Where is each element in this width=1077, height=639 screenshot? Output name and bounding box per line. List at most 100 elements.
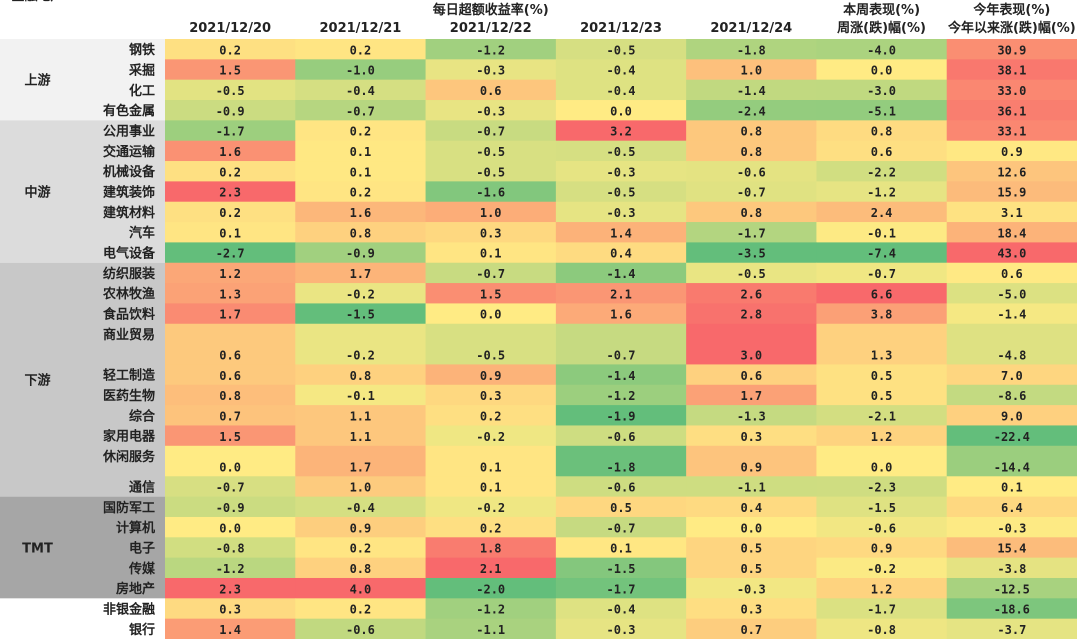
heat-cell: [425, 100, 557, 121]
cell-value: 0.2: [350, 43, 372, 57]
cell-value: -0.7: [346, 104, 375, 118]
heat-cell: [816, 242, 948, 264]
cell-value: -1.5: [867, 501, 896, 515]
cell-value: -2.2: [867, 165, 896, 179]
cell-value: 0.8: [350, 226, 372, 240]
heat-cell: [816, 262, 948, 284]
header-group_week: 本周表现(%): [843, 2, 920, 18]
heat-cell: [165, 140, 296, 162]
heat-cell: [946, 384, 1077, 406]
cell-value: 0.6: [219, 348, 241, 362]
cell-value: 1.6: [350, 206, 372, 220]
cell-value: 1.2: [871, 582, 893, 596]
cell-value: -0.6: [737, 165, 766, 179]
heat-cell: [686, 222, 817, 243]
cell-value: 0.0: [740, 521, 762, 535]
cell-value: 9.0: [1001, 409, 1023, 423]
heat-cell: [165, 59, 296, 81]
group-block: [0, 496, 75, 599]
heat-cell: [165, 618, 296, 639]
heat-cell: [946, 577, 1077, 599]
heat-cell: [425, 445, 557, 477]
heat-cell: [295, 161, 427, 182]
group-block: [0, 262, 75, 497]
heat-cell: [946, 161, 1077, 182]
group-label: TMT: [22, 541, 53, 556]
cell-value: 1.5: [219, 64, 241, 78]
heat-cell: [816, 516, 948, 538]
cell-value: 1.2: [219, 267, 241, 281]
heat-cell: [555, 384, 687, 406]
heat-cell: [425, 140, 557, 162]
heat-cell: [816, 618, 948, 639]
cell-value: 1.5: [219, 430, 241, 444]
cell-value: -1.3: [737, 409, 766, 423]
heat-cell: [165, 201, 296, 223]
heat-cell: [946, 303, 1077, 325]
cell-value: 1.0: [350, 481, 372, 495]
cell-value: 0.0: [871, 460, 893, 474]
cell-value: 0.2: [350, 125, 372, 139]
cell-value: -0.5: [607, 43, 636, 57]
header-group_year: 今年表现(%): [972, 2, 1050, 18]
heat-cell: [555, 39, 687, 60]
heat-cell: [555, 405, 687, 426]
cell-value: 33.1: [997, 125, 1026, 139]
cell-value: -0.3: [997, 521, 1026, 535]
cell-value: 0.0: [219, 460, 241, 474]
heat-cell: [946, 120, 1077, 142]
cell-value: 2.1: [610, 287, 632, 301]
row-label: 休闲服务: [102, 449, 156, 465]
cell-value: -2.0: [476, 582, 505, 596]
heat-cell: [686, 577, 817, 599]
cell-value: -0.1: [867, 226, 896, 240]
heat-cell: [816, 120, 948, 142]
cell-value: 0.6: [219, 369, 241, 383]
heat-cell: [425, 262, 557, 284]
cell-value: -1.2: [476, 43, 505, 57]
heat-cell: [165, 242, 296, 264]
cell-value: 1.3: [871, 348, 893, 362]
cell-value: 3.2: [610, 125, 632, 139]
cell-value: 0.2: [480, 521, 502, 535]
heat-cell: [946, 283, 1077, 304]
heat-cell: [686, 283, 817, 304]
cell-value: 0.4: [610, 247, 632, 261]
cell-value: 1.1: [350, 409, 372, 423]
row-label: 综合: [129, 408, 156, 424]
cell-value: 2.4: [871, 206, 893, 220]
heat-cell: [946, 364, 1077, 386]
cell-value: 0.6: [740, 369, 762, 383]
heat-cell: [295, 445, 427, 477]
cell-value: -1.2: [867, 186, 896, 200]
cell-value: 0.1: [610, 542, 632, 556]
group-label-block: [75, 39, 165, 121]
cell-value: 0.2: [350, 603, 372, 617]
heat-cell: [686, 537, 817, 559]
heat-cell: [946, 516, 1077, 538]
heat-cell: [425, 120, 557, 142]
heat-cell: [946, 79, 1077, 101]
heat-cell: [165, 557, 296, 579]
heat-cell: [686, 516, 817, 538]
heat-cell: [295, 384, 427, 406]
heat-cell: [295, 262, 427, 284]
cell-value: -2.1: [867, 409, 896, 423]
cell-value: 0.7: [219, 409, 241, 423]
cell-value: 0.1: [219, 226, 241, 240]
heat-cell: [816, 537, 948, 559]
cell-value: -0.3: [607, 206, 636, 220]
row-label: 商业贸易: [103, 327, 155, 343]
heat-cell: [295, 557, 427, 579]
cell-value: 0.8: [740, 125, 762, 139]
heat-cell: [555, 323, 687, 365]
heat-cell: [686, 161, 817, 182]
heat-cell: [686, 618, 817, 639]
heat-cell: [816, 39, 948, 60]
heat-cell: [946, 262, 1077, 284]
heat-cell: [816, 445, 948, 477]
cell-value: -3.8: [997, 562, 1026, 576]
heat-cell: [555, 364, 687, 386]
heat-cell: [165, 405, 296, 426]
